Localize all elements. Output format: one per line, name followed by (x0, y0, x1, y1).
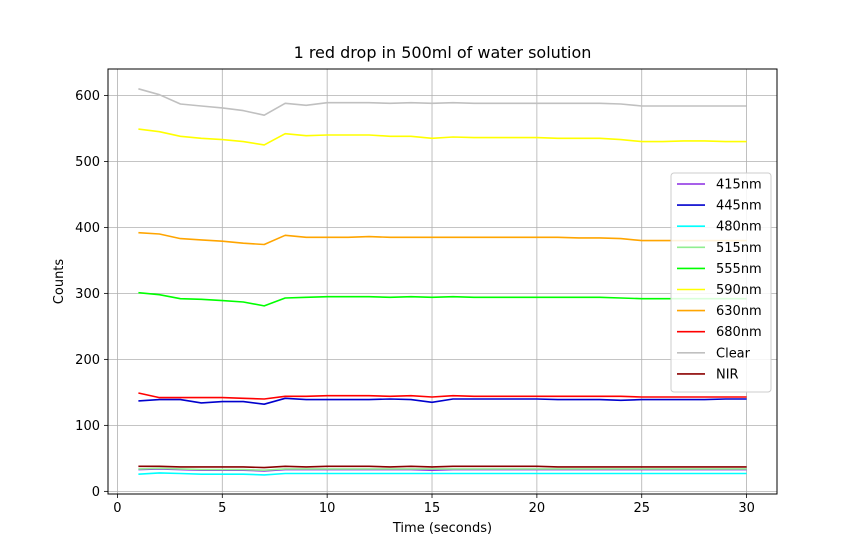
x-tick-label: 15 (424, 501, 441, 516)
y-tick-label: 400 (75, 221, 100, 236)
legend-box (670, 172, 772, 393)
legend-label-445nm: 445nm (716, 199, 762, 214)
legend-label-nir: NIR (716, 367, 739, 382)
y-tick-label: 200 (75, 353, 100, 368)
series-line-480nm (138, 472, 747, 476)
plot-frame (107, 68, 778, 495)
x-axis-label: Time (seconds) (392, 521, 492, 536)
series-line-680nm (138, 392, 747, 400)
x-tick-label: 20 (529, 501, 546, 516)
series-layer (138, 88, 747, 476)
legend: 415nm 445nm 480nm 515nm 555nm 590nm 630nm 680nm… (670, 172, 772, 393)
legend-label-555nm: 555nm (716, 262, 762, 277)
y-tick-label: 500 (75, 155, 100, 170)
x-tick-label: 30 (738, 501, 755, 516)
y-tick-label: 600 (75, 89, 100, 104)
series-line-630nm (138, 231, 747, 246)
y-tick-label: 100 (75, 419, 100, 434)
grid-layer (108, 69, 777, 494)
y-axis-label: Counts (52, 259, 67, 305)
legend-label-680nm: 680nm (716, 325, 762, 340)
legend-label-515nm: 515nm (716, 241, 762, 256)
legend-label-clear: Clear (716, 346, 751, 361)
series-line-445nm (138, 397, 747, 406)
series-line-515nm (138, 467, 747, 472)
legend-label-415nm: 415nm (716, 178, 762, 193)
x-tick-label: 5 (218, 501, 226, 516)
x-tick-label: 25 (633, 501, 650, 516)
y-tick-label: 300 (75, 287, 100, 302)
legend-label-630nm: 630nm (716, 304, 762, 319)
series-line-590nm (138, 128, 747, 146)
x-tick-label: 0 (113, 501, 121, 516)
series-line-nir (138, 465, 747, 469)
series-line-clear (138, 88, 747, 116)
legend-label-480nm: 480nm (716, 220, 762, 235)
y-tick-label: 0 (92, 485, 100, 500)
x-tick-label: 10 (319, 501, 336, 516)
chart-title: 1 red drop in 500ml of water solution (294, 43, 592, 62)
series-line-555nm (138, 291, 747, 307)
legend-label-590nm: 590nm (716, 283, 762, 298)
